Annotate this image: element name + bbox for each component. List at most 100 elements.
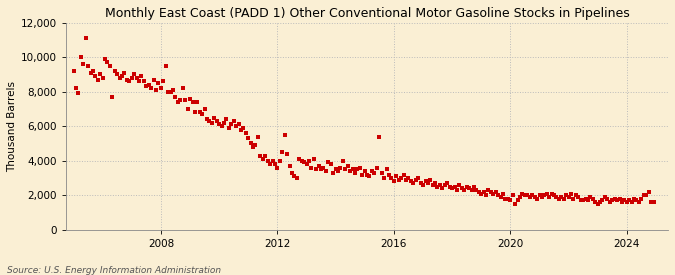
Point — [410, 177, 421, 182]
Point — [648, 200, 659, 204]
Point — [109, 69, 120, 73]
Point — [400, 177, 411, 182]
Point — [252, 134, 263, 139]
Point — [167, 88, 178, 92]
Point — [543, 195, 554, 199]
Point — [396, 176, 406, 180]
Point — [330, 167, 341, 172]
Point — [447, 186, 458, 191]
Point — [415, 181, 426, 185]
Point — [151, 88, 161, 92]
Point — [211, 119, 222, 123]
Point — [643, 189, 654, 194]
Point — [194, 110, 205, 114]
Point — [107, 95, 117, 99]
Point — [310, 167, 321, 172]
Point — [580, 196, 591, 201]
Point — [260, 153, 271, 158]
Point — [583, 198, 593, 203]
Point — [505, 198, 516, 203]
Point — [408, 181, 418, 185]
Point — [524, 195, 535, 199]
Point — [323, 160, 333, 165]
Point — [347, 167, 358, 172]
Point — [418, 183, 429, 187]
Point — [263, 158, 273, 163]
Point — [488, 191, 499, 196]
Point — [304, 158, 315, 163]
Point — [160, 64, 171, 68]
Point — [335, 165, 346, 170]
Point — [275, 158, 286, 163]
Point — [238, 126, 249, 130]
Point — [190, 110, 200, 114]
Point — [616, 200, 627, 204]
Point — [182, 107, 193, 111]
Point — [165, 89, 176, 94]
Point — [124, 79, 135, 83]
Point — [153, 81, 164, 85]
Point — [362, 172, 373, 177]
Point — [73, 91, 84, 95]
Point — [459, 188, 470, 192]
Point — [546, 191, 557, 196]
Point — [466, 188, 477, 192]
Point — [126, 76, 137, 80]
Point — [452, 188, 462, 192]
Point — [163, 89, 173, 94]
Point — [442, 181, 453, 185]
Point — [294, 157, 304, 161]
Point — [481, 193, 491, 197]
Point — [146, 86, 157, 90]
Point — [483, 188, 494, 192]
Point — [614, 196, 625, 201]
Point — [381, 167, 392, 172]
Point — [243, 136, 254, 141]
Point — [76, 55, 86, 59]
Point — [512, 198, 523, 203]
Point — [216, 124, 227, 128]
Point — [432, 185, 443, 189]
Point — [255, 153, 266, 158]
Point — [102, 60, 113, 64]
Point — [532, 196, 543, 201]
Point — [296, 158, 307, 163]
Point — [114, 76, 125, 80]
Point — [136, 74, 146, 78]
Point — [316, 167, 327, 172]
Point — [374, 134, 385, 139]
Point — [634, 200, 645, 204]
Point — [187, 100, 198, 104]
Point — [272, 165, 283, 170]
Point — [558, 196, 569, 201]
Point — [141, 84, 152, 89]
Point — [257, 157, 268, 161]
Point — [413, 176, 424, 180]
Point — [371, 165, 382, 170]
Point — [636, 196, 647, 201]
Point — [568, 196, 578, 201]
Point — [233, 122, 244, 127]
Point — [566, 191, 576, 196]
Point — [376, 170, 387, 175]
Point — [430, 181, 441, 185]
Point — [570, 193, 581, 197]
Point — [563, 195, 574, 199]
Point — [599, 195, 610, 199]
Point — [82, 64, 93, 68]
Point — [444, 185, 455, 189]
Point — [333, 169, 344, 173]
Point — [267, 158, 278, 163]
Point — [471, 188, 482, 192]
Point — [541, 191, 552, 196]
Point — [497, 191, 508, 196]
Point — [628, 196, 639, 201]
Point — [129, 72, 140, 76]
Point — [207, 120, 217, 125]
Point — [199, 107, 210, 111]
Point — [590, 200, 601, 204]
Point — [95, 72, 105, 76]
Point — [517, 191, 528, 196]
Point — [461, 185, 472, 189]
Point — [476, 191, 487, 196]
